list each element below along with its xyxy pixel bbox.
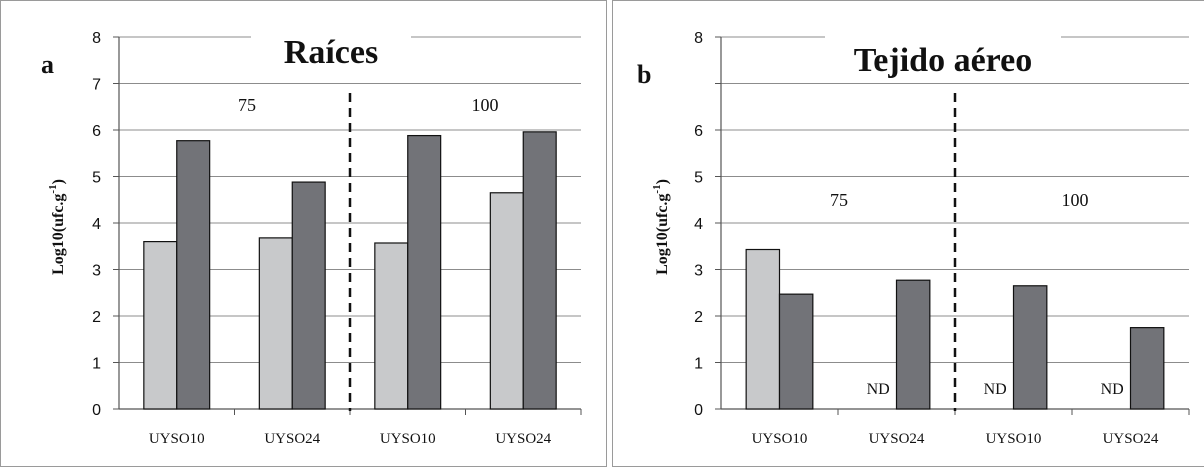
chart-b: 0 1 2 3 4 5 6 8 UYSO10 UYSO24 ND UYSO10 ND UYSO24 ND 75… <box>637 30 1190 447</box>
y-tick-label-b: 1 <box>694 356 703 373</box>
bar-a-s2-c2 <box>291 181 326 410</box>
y-tick-label-b: 2 <box>694 309 703 326</box>
category-label-a: UYSO24 <box>495 431 551 447</box>
y-axis-label-a: Log10(ufc.g-1) <box>47 179 67 275</box>
bar-a-s1-c3 <box>374 242 409 410</box>
y-tick-label-b: 8 <box>694 30 703 47</box>
panel-letter-b: b <box>637 60 651 89</box>
chart-title-b: Tejido aéreo <box>854 42 1032 79</box>
nd-label-b: ND <box>1101 381 1124 398</box>
bar-a-s1-c4 <box>489 192 524 410</box>
category-label-a: UYSO24 <box>264 431 320 447</box>
group-label-a: 75 <box>238 95 256 115</box>
y-tick-label-a: 0 <box>92 402 101 419</box>
category-label-a: UYSO10 <box>380 431 436 447</box>
y-tick-label-a: 6 <box>92 123 101 140</box>
title-background-b <box>825 35 1061 81</box>
group-label-b: 100 <box>1062 190 1089 210</box>
category-label-b: UYSO24 <box>1103 431 1159 447</box>
y-tick-label-b: 5 <box>694 170 703 187</box>
category-label-a: UYSO10 <box>149 431 205 447</box>
y-tick-label-a: 3 <box>92 263 101 280</box>
bar-a-s2-c4 <box>522 131 557 410</box>
chart-panel-b: 0 1 2 3 4 5 6 8 UYSO10 UYSO24 ND UYSO10 ND UYSO24 ND 75… <box>612 0 1204 467</box>
bar-b-s2-c3 <box>1012 285 1048 410</box>
y-axis-label-b: Log10(ufc.g-1) <box>651 179 671 275</box>
bar-b-s1-c1 <box>745 248 781 410</box>
chart-a: 0 1 2 3 4 5 6 7 8 UYSO10 UYSO24 UYSO10 UYSO24 75 100 Ra… <box>41 27 582 447</box>
y-tick-label-a: 7 <box>92 77 101 94</box>
y-tick-label-a: 1 <box>92 356 101 373</box>
title-background-a <box>251 27 411 73</box>
y-tick-label-a: 4 <box>92 216 101 233</box>
chart-panel-a: 0 1 2 3 4 5 6 7 8 UYSO10 UYSO24 UYSO10 UYSO24 75 100 Ra… <box>0 0 607 467</box>
nd-label-b: ND <box>984 381 1007 398</box>
bar-b-s2-c4 <box>1129 327 1165 410</box>
panel-letter-a: a <box>41 50 54 79</box>
bar-a-s2-c3 <box>407 134 442 410</box>
y-tick-label-b: 4 <box>694 216 703 233</box>
y-tick-label-a: 8 <box>92 30 101 47</box>
y-tick-label-b: 3 <box>694 263 703 280</box>
bar-a-s1-c1 <box>143 241 178 410</box>
y-tick-label-a: 5 <box>92 170 101 187</box>
group-label-b: 75 <box>830 190 848 210</box>
y-tick-label-a: 2 <box>92 309 101 326</box>
bar-a-s2-c1 <box>176 140 211 410</box>
group-label-a: 100 <box>472 95 499 115</box>
category-label-b: UYSO24 <box>869 431 925 447</box>
y-tick-label-b: 6 <box>694 123 703 140</box>
chart-title-a: Raíces <box>284 34 378 71</box>
bar-b-s2-c2 <box>895 279 931 410</box>
y-tick-label-b: 0 <box>694 402 703 419</box>
bar-b-s2-c1 <box>778 293 814 410</box>
bar-a-s1-c2 <box>258 237 293 410</box>
category-label-b: UYSO10 <box>752 431 808 447</box>
category-label-b: UYSO10 <box>986 431 1042 447</box>
nd-label-b: ND <box>867 381 890 398</box>
